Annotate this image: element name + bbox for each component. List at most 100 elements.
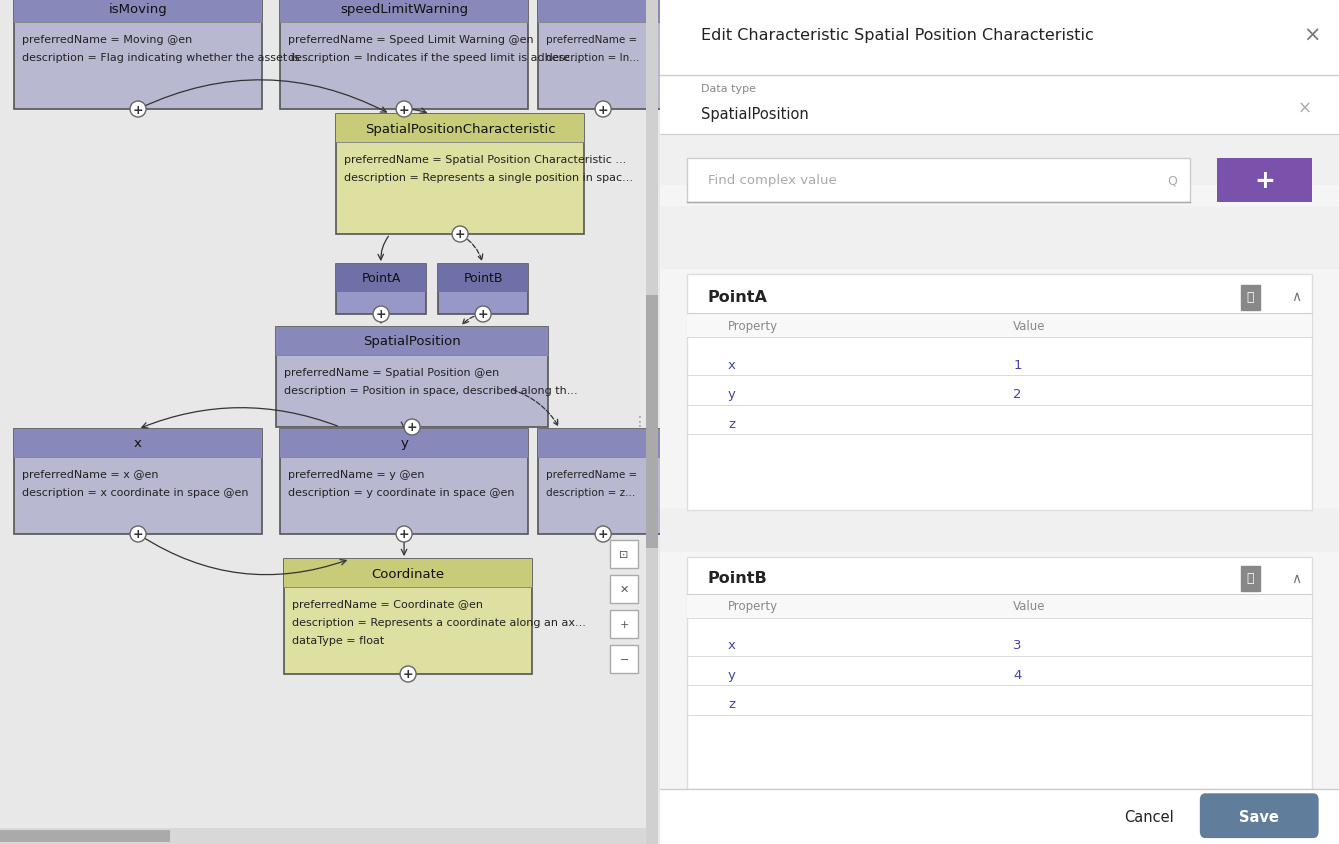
Text: preferredName = Speed Limit Warning @en: preferredName = Speed Limit Warning @en (288, 35, 534, 45)
Text: +: + (620, 619, 629, 630)
Text: preferredName = Coordinate @en: preferredName = Coordinate @en (292, 599, 483, 609)
Text: +: + (478, 308, 489, 321)
Bar (0, 830, 170, 842)
Bar (660, 789, 1339, 844)
Circle shape (374, 306, 390, 322)
Text: +: + (399, 103, 410, 116)
Text: PointB: PointB (707, 571, 767, 586)
Text: Save: Save (1239, 809, 1279, 824)
Text: description = z...: description = z... (546, 488, 635, 497)
Text: description = y coordinate in space @en: description = y coordinate in space @en (288, 488, 514, 497)
Bar (438, 265, 528, 315)
Bar (1217, 159, 1312, 203)
Text: description = Flag indicating whether the asset is ...: description = Flag indicating whether th… (21, 53, 315, 63)
Bar (687, 314, 1312, 338)
Bar (538, 430, 668, 457)
Text: Data type: Data type (700, 84, 755, 94)
Circle shape (130, 102, 146, 118)
Text: +: + (597, 103, 608, 116)
Bar (438, 265, 528, 293)
Text: 1: 1 (1014, 358, 1022, 371)
Text: isMoving: isMoving (108, 3, 167, 15)
Text: speedLimitWarning: speedLimitWarning (340, 3, 469, 15)
Text: ∧: ∧ (1291, 290, 1302, 304)
Bar (13, 0, 262, 110)
Text: PointA: PointA (362, 272, 400, 285)
Text: x: x (728, 358, 736, 371)
Text: description = Position in space, described along th...: description = Position in space, describ… (284, 386, 577, 396)
Text: +: + (133, 103, 143, 116)
Text: Value: Value (1014, 599, 1046, 613)
Text: −: − (620, 654, 629, 664)
Text: preferredName = x @en: preferredName = x @en (21, 469, 158, 479)
Text: y: y (400, 437, 408, 450)
Text: description = Represents a single position in spac...: description = Represents a single positi… (344, 173, 633, 183)
Bar (687, 274, 1312, 511)
Text: +: + (376, 308, 387, 321)
Text: Property: Property (728, 319, 778, 333)
Bar (687, 159, 1189, 203)
Circle shape (595, 102, 611, 118)
Text: x: x (728, 638, 736, 652)
Text: preferredName = Moving @en: preferredName = Moving @en (21, 35, 193, 45)
Bar (13, 0, 262, 23)
Text: z: z (728, 697, 735, 711)
Bar (611, 540, 639, 568)
Bar (687, 594, 1312, 618)
Text: description = Represents a coordinate along an ax...: description = Represents a coordinate al… (292, 617, 586, 627)
Text: +: + (403, 668, 414, 681)
Bar (284, 560, 532, 587)
Text: dataType = float: dataType = float (292, 636, 384, 645)
Text: +: + (407, 421, 418, 434)
Text: PointB: PointB (463, 272, 503, 285)
Text: Coordinate: Coordinate (371, 567, 445, 580)
Bar (336, 265, 426, 293)
Bar (1240, 285, 1260, 311)
Circle shape (453, 227, 469, 243)
Bar (336, 115, 584, 143)
Text: +: + (399, 528, 410, 541)
Text: Property: Property (728, 599, 778, 613)
Text: 2: 2 (1014, 387, 1022, 401)
Text: Value: Value (1014, 319, 1046, 333)
Bar (538, 0, 668, 23)
Bar (280, 0, 528, 23)
Text: PointA: PointA (707, 289, 767, 305)
Text: preferredName = Spatial Position Characteristic ...: preferredName = Spatial Position Charact… (344, 154, 627, 165)
Text: ✕: ✕ (620, 584, 629, 594)
Bar (611, 610, 639, 638)
Bar (660, 0, 1339, 76)
Bar (13, 430, 262, 534)
Circle shape (475, 306, 491, 322)
Bar (647, 0, 659, 844)
Circle shape (396, 527, 412, 543)
Text: y: y (728, 668, 736, 681)
Bar (660, 76, 1339, 135)
Text: x: x (134, 437, 142, 450)
Text: ×: × (1297, 99, 1312, 117)
Text: description = Indicates if the speed limit is adhere...: description = Indicates if the speed lim… (288, 53, 581, 63)
Text: +: + (455, 228, 466, 241)
Bar (538, 0, 668, 110)
Text: SpatialPositionCharacteristic: SpatialPositionCharacteristic (364, 122, 556, 135)
Text: ×: × (1303, 25, 1320, 46)
Bar (284, 560, 532, 674)
Bar (1240, 566, 1260, 592)
Text: Find complex value: Find complex value (707, 174, 837, 187)
Text: Cancel: Cancel (1123, 809, 1174, 824)
Circle shape (400, 666, 416, 682)
FancyBboxPatch shape (1200, 793, 1319, 838)
Bar (280, 0, 528, 110)
Circle shape (130, 527, 146, 543)
Bar (660, 135, 1339, 186)
Text: 3: 3 (1014, 638, 1022, 652)
Text: +: + (133, 528, 143, 541)
Bar (280, 430, 528, 457)
Text: preferredName =: preferredName = (546, 469, 637, 479)
Text: 4: 4 (1014, 668, 1022, 681)
Text: Edit Characteristic Spatial Position Characteristic: Edit Characteristic Spatial Position Cha… (700, 28, 1094, 43)
Text: y: y (728, 387, 736, 401)
Bar (336, 115, 584, 235)
Bar (280, 430, 528, 534)
Bar (538, 430, 668, 534)
